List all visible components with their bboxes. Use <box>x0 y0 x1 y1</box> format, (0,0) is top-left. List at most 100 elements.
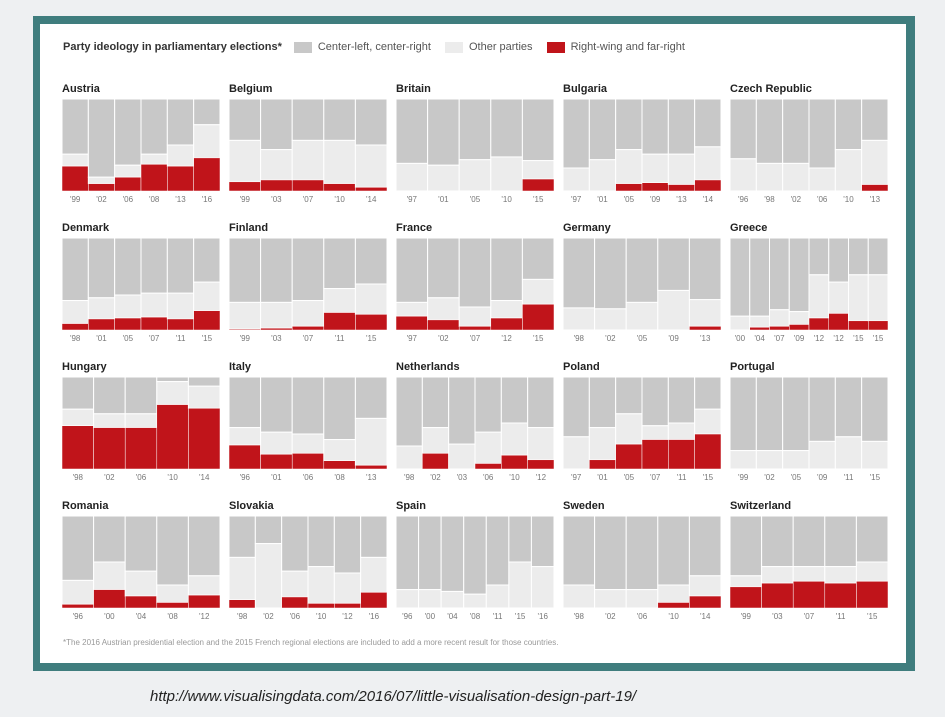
bar-center-romania-1 <box>93 515 126 563</box>
bar-other-greece-7 <box>867 274 889 322</box>
bar-right-slovakia-5 <box>360 592 388 609</box>
bar-other-italy-0 <box>228 427 262 446</box>
bar-other-spain-4 <box>485 584 510 609</box>
bar-other-belgium-1 <box>260 149 293 181</box>
tick-label-bulgaria-2: '05 <box>624 195 635 204</box>
bar-center-slovakia-2 <box>281 515 309 572</box>
chart-panel: Party ideology in parliamentary election… <box>40 24 906 663</box>
tick-label-romania-4: '12 <box>199 612 210 621</box>
bar-center-finland-0 <box>228 237 262 303</box>
tick-label-austria-3: '08 <box>149 195 160 204</box>
tick-label-czech-republic-3: '06 <box>817 195 828 204</box>
bar-center-spain-1 <box>418 515 442 591</box>
tick-label-romania-0: '96 <box>73 612 84 621</box>
bar-right-greece-1 <box>749 326 770 331</box>
legend-swatch-right <box>546 41 565 53</box>
bar-center-czech-republic-1 <box>755 98 784 164</box>
bar-other-finland-2 <box>291 300 325 327</box>
bar-center-denmark-3 <box>140 237 168 294</box>
bar-other-britain-2 <box>458 159 492 192</box>
tick-label-germany-0: '98 <box>574 334 585 343</box>
bar-center-austria-5 <box>193 98 221 126</box>
bar-right-hungary-2 <box>124 427 158 470</box>
bar-other-greece-3 <box>788 311 810 325</box>
tick-label-romania-1: '00 <box>104 612 115 621</box>
country-panel-italy: Italy '96 '01 '06 '08 '13 <box>228 361 388 482</box>
bar-right-finland-2 <box>291 326 325 331</box>
country-label-germany: Germany <box>563 222 612 234</box>
bar-right-belgium-2 <box>291 179 325 192</box>
bar-right-denmark-2 <box>114 317 142 331</box>
bar-center-poland-2 <box>615 376 643 415</box>
bar-other-poland-3 <box>641 425 669 441</box>
bar-center-hungary-3 <box>156 376 189 383</box>
bar-center-greece-3 <box>788 237 810 313</box>
tick-label-spain-5: '15 <box>515 612 526 621</box>
tick-label-switzerland-2: '07 <box>804 612 815 621</box>
bar-other-czech-republic-2 <box>782 162 810 192</box>
bar-center-poland-5 <box>694 376 722 410</box>
tick-label-finland-3: '11 <box>335 334 345 343</box>
bar-center-finland-1 <box>260 237 293 303</box>
bar-other-slovakia-5 <box>360 556 388 593</box>
bar-center-bulgaria-1 <box>588 98 617 161</box>
tick-label-france-3: '12 <box>501 334 512 343</box>
bar-other-bulgaria-3 <box>641 153 669 184</box>
tick-label-netherlands-3: '06 <box>483 473 494 482</box>
bar-other-portugal-5 <box>861 440 889 470</box>
bar-other-belgium-3 <box>323 139 356 185</box>
bar-center-france-3 <box>490 237 523 302</box>
tick-label-portugal-3: '09 <box>817 473 828 482</box>
bar-other-portugal-0 <box>729 450 757 470</box>
country-panel-denmark: Denmark '98 '01 '05 '07 '11 '15 <box>62 222 221 343</box>
bar-other-france-2 <box>458 306 492 327</box>
bar-center-slovakia-1 <box>254 515 283 545</box>
bar-other-france-1 <box>427 297 460 321</box>
country-panel-slovakia: Slovakia '98 '02 '06 '10 '12 '16 <box>228 500 388 621</box>
tick-label-slovakia-4: '12 <box>342 612 353 621</box>
bar-other-greece-1 <box>749 315 770 328</box>
bar-center-hungary-4 <box>187 376 221 387</box>
bar-other-switzerland-0 <box>729 575 763 588</box>
bar-center-austria-0 <box>62 98 89 155</box>
bar-center-netherlands-4 <box>500 376 529 424</box>
bar-center-france-4 <box>521 237 555 280</box>
bar-right-sweden-3 <box>657 602 690 609</box>
bar-center-belgium-0 <box>228 98 262 141</box>
bar-center-finland-4 <box>354 237 388 285</box>
bar-other-britain-0 <box>395 162 429 192</box>
bar-center-france-1 <box>427 237 460 299</box>
tick-label-britain-4: '15 <box>533 195 544 204</box>
country-panel-france: France '97 '02 '07 '12 '15 <box>395 222 555 343</box>
bar-center-bulgaria-4 <box>667 98 696 155</box>
source-url-link[interactable]: http://www.visualisingdata.com/2016/07/l… <box>150 688 637 705</box>
tick-label-belgium-3: '10 <box>334 195 345 204</box>
bar-right-greece-7 <box>868 320 889 331</box>
tick-label-czech-republic-0: '96 <box>738 195 749 204</box>
bar-other-italy-4 <box>354 417 388 466</box>
bar-other-denmark-3 <box>140 292 168 318</box>
country-panel-switzerland: Switzerland '99 '03 '07 '11 '15 <box>729 500 889 621</box>
bar-center-greece-5 <box>828 237 849 283</box>
tick-label-germany-1: '02 <box>605 334 616 343</box>
bar-other-hungary-3 <box>156 381 189 406</box>
bar-other-bulgaria-4 <box>667 153 696 186</box>
tick-label-hungary-1: '02 <box>104 473 115 482</box>
tick-label-poland-4: '11 <box>677 473 687 482</box>
bar-right-slovakia-0 <box>228 599 256 609</box>
tick-label-slovakia-5: '16 <box>369 612 380 621</box>
bar-other-france-3 <box>490 300 523 319</box>
bar-other-sweden-2 <box>625 589 659 609</box>
bar-center-czech-republic-2 <box>782 98 810 164</box>
legend-swatch-other <box>444 41 463 53</box>
bar-other-germany-1 <box>594 308 627 331</box>
bar-center-romania-0 <box>62 515 95 581</box>
bar-other-britain-3 <box>490 156 523 192</box>
bar-other-denmark-2 <box>114 294 142 319</box>
bar-right-slovakia-4 <box>334 603 361 609</box>
bar-center-poland-0 <box>562 376 590 438</box>
bar-right-hungary-1 <box>93 427 126 470</box>
bar-right-bulgaria-2 <box>615 183 643 192</box>
tick-label-slovakia-0: '98 <box>237 612 248 621</box>
country-label-denmark: Denmark <box>62 222 110 234</box>
